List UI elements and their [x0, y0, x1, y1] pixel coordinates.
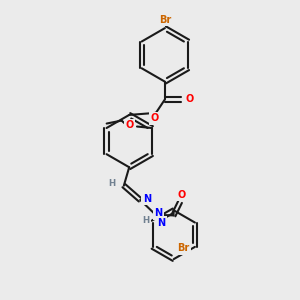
Text: Br: Br: [178, 243, 190, 254]
Text: O: O: [185, 94, 194, 104]
Text: N: N: [143, 194, 151, 204]
Text: N: N: [154, 208, 163, 218]
Text: H: H: [142, 216, 150, 225]
Text: O: O: [150, 113, 159, 123]
Text: Br: Br: [159, 15, 171, 25]
Text: H: H: [108, 179, 116, 188]
Text: O: O: [177, 190, 186, 200]
Text: N: N: [157, 218, 165, 227]
Text: O: O: [126, 120, 134, 130]
